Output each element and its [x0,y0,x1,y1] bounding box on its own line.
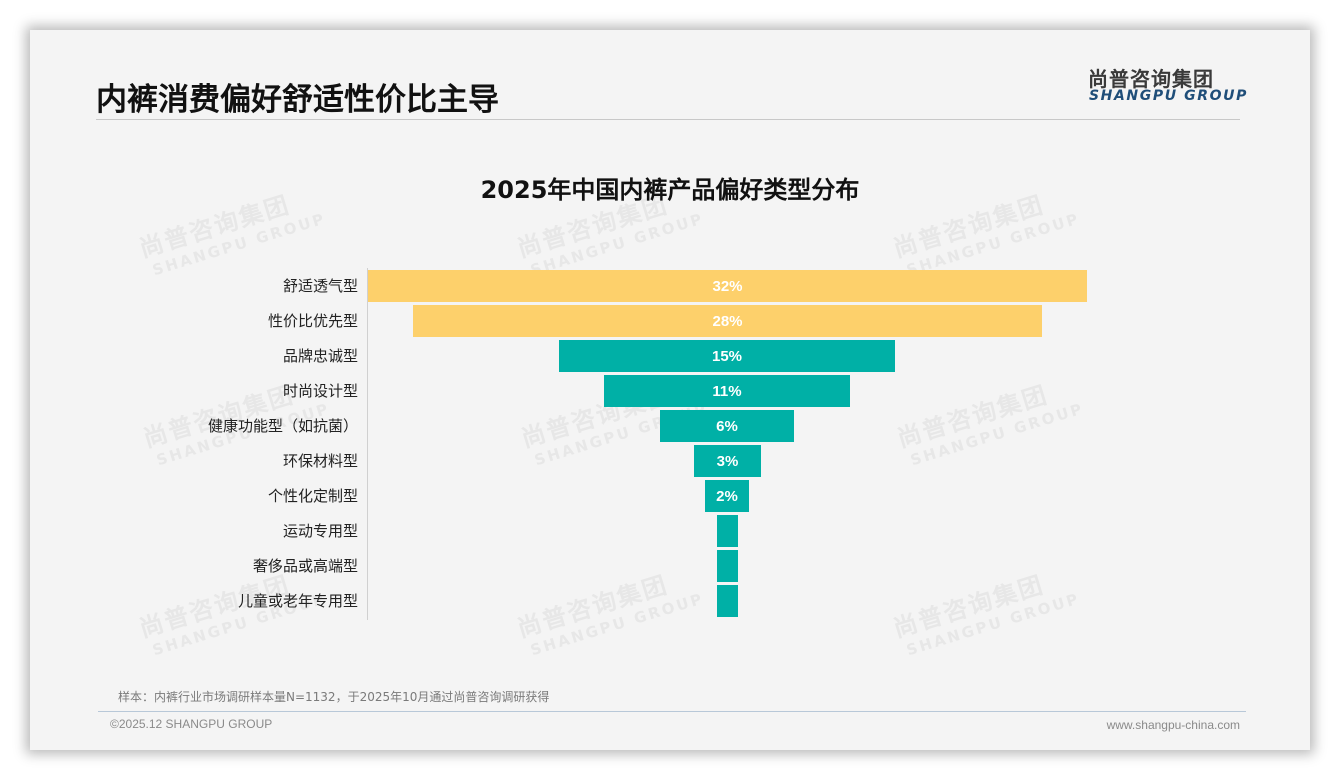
category-label: 奢侈品或高端型 [252,557,358,575]
bar-value-label: 28% [712,312,743,330]
category-label: 个性化定制型 [267,487,358,505]
funnel-bar [717,585,738,617]
footer-divider [98,711,1246,712]
watermark: 尚普咨询集团 SHANGPU GROUP [890,570,1083,660]
chart-title: 2025年中国内裤产品偏好类型分布 [480,176,860,204]
category-label: 儿童或老年专用型 [237,592,358,610]
slide: 尚普咨询集团 SHANGPU GROUP 尚普咨询集团 SHANGPU GROUP … [30,30,1310,750]
logo-english: SHANGPU GROUP [1089,88,1248,104]
category-label: 环保材料型 [282,452,358,470]
category-label: 品牌忠诚型 [282,347,358,365]
category-label: 舒适透气型 [282,277,358,295]
funnel-bar: 6% [660,410,794,442]
title-divider [96,119,1240,120]
funnel-bar: 11% [604,375,850,407]
logo-chinese: 尚普咨询集团 [1088,67,1214,91]
copyright: ©2025.12 SHANGPU GROUP [110,717,273,731]
watermark: 尚普咨询集团 SHANGPU GROUP [894,380,1087,470]
bar-value-label: 3% [716,452,739,470]
chart-axis [367,268,368,620]
funnel-bar [717,515,738,547]
website-link[interactable]: www.shangpu-china.com [1106,718,1240,732]
funnel-bar: 28% [413,305,1042,337]
funnel-bar: 15% [559,340,895,372]
sample-note: 样本：内裤行业市场调研样本量N=1132，于2025年10月通过尚普咨询调研获得 [118,690,550,704]
funnel-bar: 2% [705,480,749,512]
category-label: 性价比优先型 [267,312,358,330]
bar-value-label: 32% [712,277,743,295]
funnel-bar [717,550,738,582]
bar-value-label: 2% [716,487,738,505]
page-title: 内裤消费偏好舒适性价比主导 [96,82,499,118]
funnel-bar: 3% [694,445,761,477]
watermark: 尚普咨询集团 SHANGPU GROUP [514,570,707,660]
bar-value-label: 15% [711,347,743,365]
funnel-bar: 32% [368,270,1087,302]
category-label: 运动专用型 [282,522,358,540]
bar-value-label: 11% [712,382,742,400]
category-label: 健康功能型（如抗菌） [207,417,358,435]
category-label: 时尚设计型 [282,382,358,400]
bar-value-label: 6% [716,417,738,435]
